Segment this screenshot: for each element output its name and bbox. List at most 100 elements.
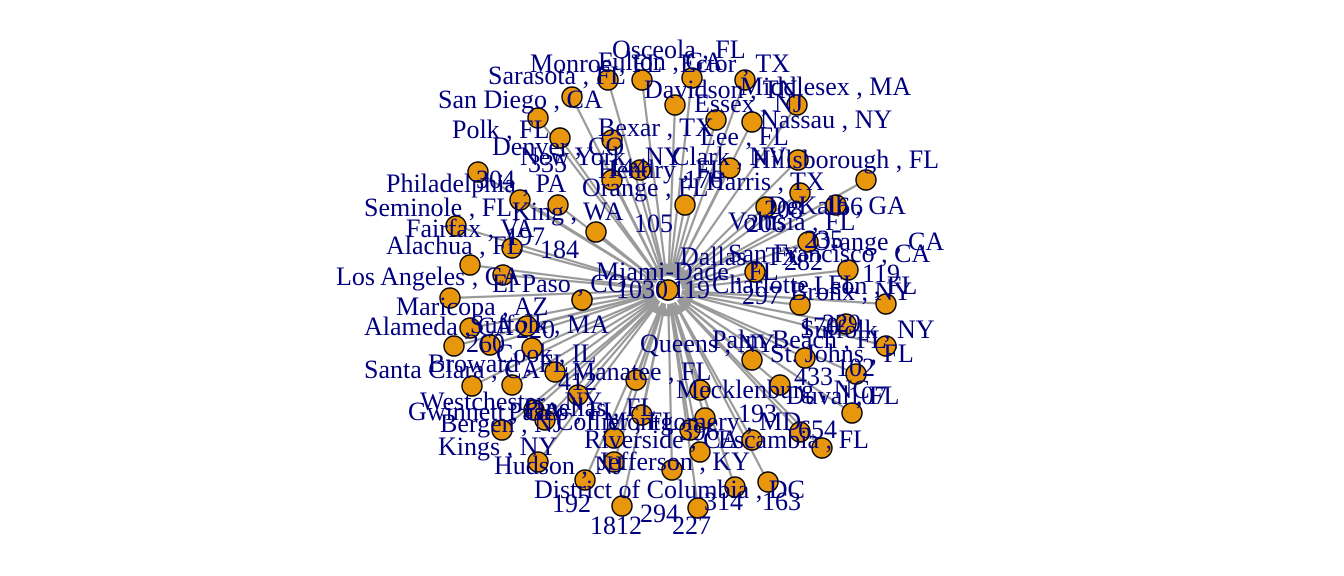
graph-node bbox=[625, 369, 647, 391]
graph-edge-arrowhead bbox=[670, 303, 681, 317]
graph-node bbox=[631, 404, 653, 426]
graph-node bbox=[875, 293, 897, 315]
graph-node bbox=[439, 287, 461, 309]
graph-node bbox=[734, 69, 756, 91]
graph-node bbox=[527, 451, 549, 473]
node-label: Clark , NV bbox=[672, 142, 787, 171]
graph-edge bbox=[544, 299, 660, 421]
graph-node bbox=[443, 335, 465, 357]
graph-edge bbox=[678, 192, 801, 283]
graph-node bbox=[603, 451, 625, 473]
node-count-label: 433 bbox=[794, 362, 833, 391]
node-label: Maricopa , AZ bbox=[396, 292, 548, 321]
graph-node bbox=[603, 427, 625, 449]
graph-node bbox=[786, 94, 808, 116]
node-label: King , WA bbox=[512, 197, 624, 226]
graph-edge bbox=[673, 301, 753, 441]
graph-node bbox=[845, 363, 867, 385]
node-count-label: 197 bbox=[506, 222, 545, 251]
graph-edge bbox=[667, 303, 674, 471]
graph-edge bbox=[531, 294, 656, 350]
graph-node bbox=[689, 441, 711, 463]
graph-node bbox=[744, 261, 766, 283]
node-count-label: 192 bbox=[552, 489, 591, 518]
graph-node bbox=[741, 111, 763, 133]
graph-edges bbox=[449, 77, 887, 509]
graph-node bbox=[681, 67, 703, 89]
node-count-label: 184 bbox=[540, 235, 579, 264]
node-label: Orange , CA bbox=[812, 227, 944, 256]
graph-edge bbox=[681, 270, 756, 289]
node-label: St. Johns , FL bbox=[770, 339, 914, 368]
node-count-label: 294 bbox=[640, 499, 679, 528]
node-label: Philadelphia , PA bbox=[386, 169, 567, 198]
graph-node bbox=[657, 279, 679, 301]
node-label: Collier , FL bbox=[556, 407, 678, 436]
graph-node bbox=[516, 315, 538, 337]
graph-edge bbox=[502, 273, 655, 290]
node-count-label: 282 bbox=[784, 247, 823, 276]
graph-nodes bbox=[439, 67, 897, 519]
node-count-label: 335 bbox=[528, 149, 567, 178]
graph-node bbox=[875, 335, 897, 357]
graph-node bbox=[527, 107, 549, 129]
node-count-label: 220 bbox=[516, 315, 555, 344]
node-count-label: 297 bbox=[742, 281, 781, 310]
node-count-label: 119 bbox=[672, 275, 710, 304]
node-label: Dallas , TX bbox=[680, 242, 800, 271]
node-count-label: 166 bbox=[824, 192, 863, 221]
graph-node bbox=[492, 264, 514, 286]
node-label: Hendry , FL bbox=[598, 155, 726, 184]
graph-edge bbox=[679, 296, 853, 414]
node-label: Kings , NY bbox=[438, 432, 557, 461]
graph-edge bbox=[519, 199, 657, 284]
node-label: New York , NY bbox=[520, 142, 683, 171]
node-label: Ector , TX bbox=[680, 49, 790, 78]
graph-edge bbox=[611, 179, 663, 279]
graph-node bbox=[467, 161, 489, 183]
graph-node bbox=[601, 169, 623, 191]
node-label: Fulton , GA bbox=[598, 47, 723, 76]
graph-node bbox=[534, 409, 556, 431]
node-label: Nassau , NY bbox=[760, 105, 892, 134]
node-label: Escambia , FL bbox=[718, 425, 869, 454]
graph-node bbox=[445, 215, 467, 237]
graph-edge bbox=[669, 204, 687, 277]
graph-edge bbox=[577, 299, 660, 396]
graph-node bbox=[705, 109, 727, 131]
graph-edge bbox=[680, 294, 857, 376]
node-count-label: 105 bbox=[634, 209, 673, 238]
node-label: Osceola , FL bbox=[612, 35, 746, 64]
graph-edge bbox=[449, 289, 655, 300]
node-label: Westchester , NY bbox=[420, 387, 602, 416]
node-count-label: 144 bbox=[608, 153, 647, 182]
graph-node bbox=[561, 86, 583, 108]
node-label: San Francisco , CA bbox=[728, 239, 930, 268]
graph-edge bbox=[673, 167, 731, 279]
node-label: Denver , CO bbox=[492, 132, 624, 161]
node-label: Fairfax , VA bbox=[406, 214, 535, 243]
node-label: Charlotte , FL bbox=[712, 270, 859, 299]
node-count-label: 227 bbox=[672, 511, 711, 540]
graph-edge bbox=[489, 293, 655, 347]
graph-edge bbox=[677, 159, 799, 281]
node-label: Monroe , FL bbox=[530, 49, 662, 78]
node-count-label: 176 bbox=[684, 165, 723, 194]
node-count-label: 163 bbox=[762, 487, 801, 516]
graph-edge-arrowhead bbox=[674, 264, 685, 278]
graph-edge bbox=[667, 104, 677, 277]
graph-edge bbox=[681, 292, 887, 348]
graph-edge bbox=[679, 204, 837, 285]
graph-node bbox=[724, 476, 746, 498]
node-count-label: 119 bbox=[862, 259, 900, 288]
graph-node bbox=[521, 337, 543, 359]
graph-node bbox=[769, 374, 791, 396]
node-count-label: 193 bbox=[738, 399, 777, 428]
graph-edge bbox=[681, 289, 887, 306]
graph-node bbox=[601, 129, 623, 151]
node-label: Duval , FL bbox=[786, 381, 899, 410]
node-label: Cook , IL bbox=[496, 339, 596, 368]
node-count-label: 170 bbox=[800, 312, 839, 341]
graph-node bbox=[611, 495, 633, 517]
graph-edge-arrowhead bbox=[668, 263, 679, 277]
